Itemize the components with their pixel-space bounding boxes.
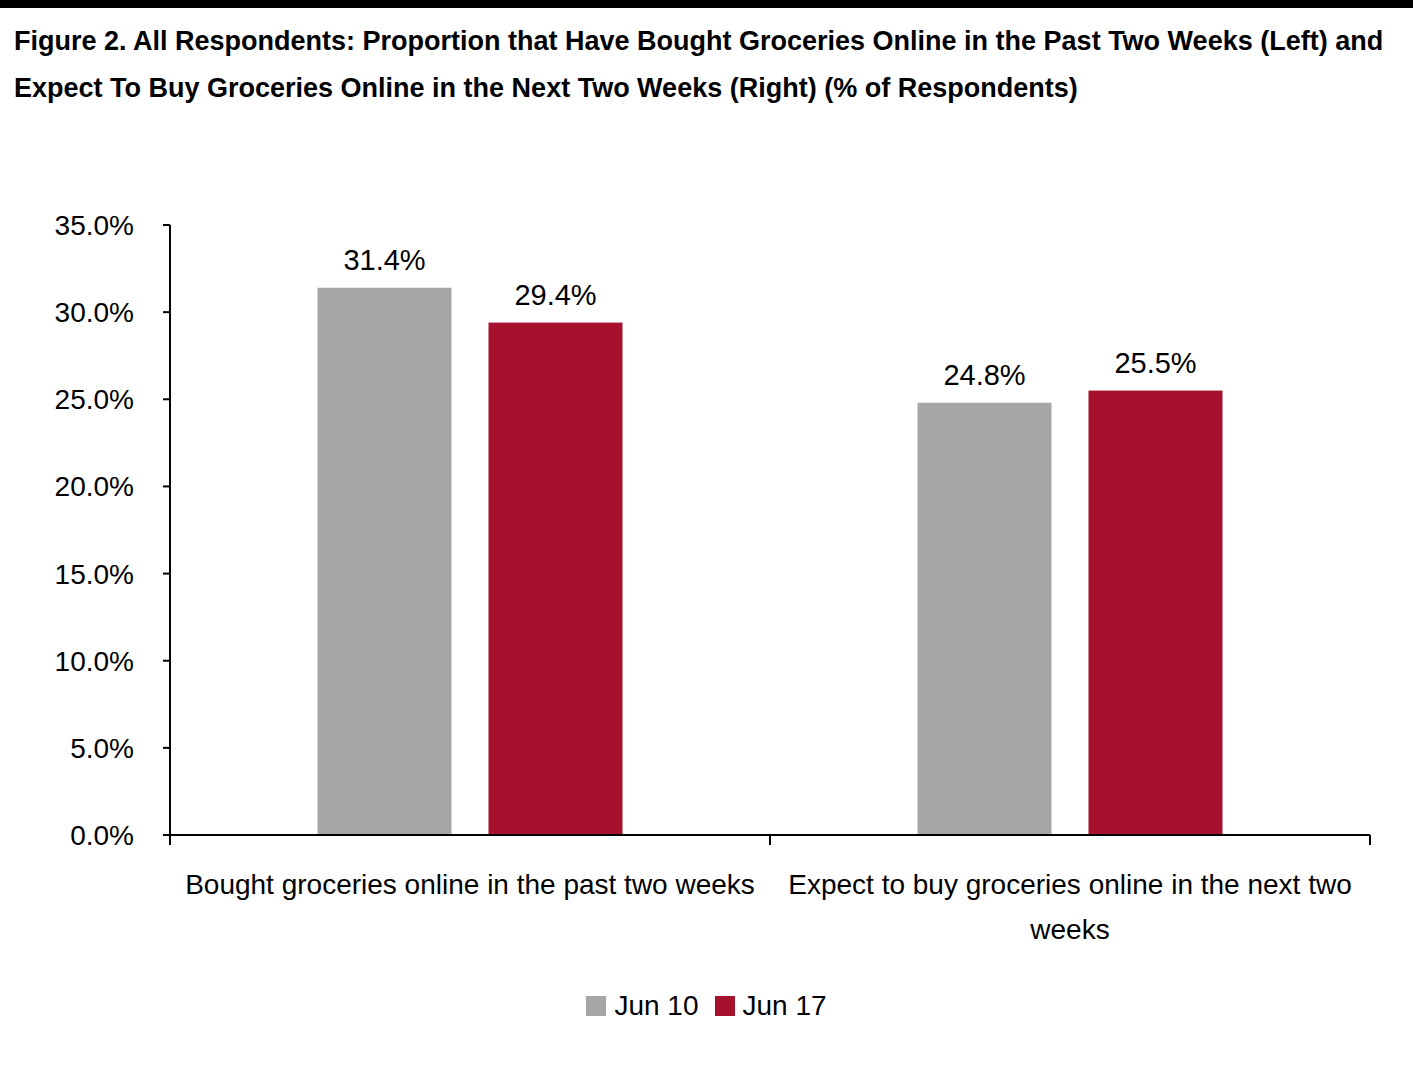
title: Figure 2. All Respondents: Proportion th…	[14, 18, 1406, 112]
y-tick-label: 30.0%	[55, 297, 134, 328]
bar	[918, 403, 1052, 835]
bar	[489, 323, 623, 835]
bar	[318, 288, 452, 835]
y-tick	[163, 311, 170, 313]
data-label: 25.5%	[1114, 347, 1196, 379]
data-label: 24.8%	[943, 359, 1025, 391]
y-tick	[163, 747, 170, 749]
y-tick-label: 0.0%	[70, 820, 134, 851]
bar	[1089, 391, 1223, 835]
data-label: 31.4%	[343, 244, 425, 276]
y-tick	[163, 485, 170, 487]
y-tick	[163, 398, 170, 400]
chart: 31.4% 24.8% 29.4% 25.5% 0.0% 5.0% 10.0% 15.0% 20…	[0, 0, 1413, 1066]
y-tick-label: 15.0%	[55, 559, 134, 590]
y-tick-label: 20.0%	[55, 471, 134, 502]
legend-swatch	[586, 996, 606, 1016]
y-tick	[163, 660, 170, 662]
y-tick	[163, 573, 170, 575]
y-tick	[163, 834, 170, 836]
x-tick-label: Expect to buy groceries online in the ne…	[770, 862, 1370, 952]
legend-item: Jun 10	[586, 990, 698, 1022]
data-label: 29.4%	[514, 279, 596, 311]
legend-label: Jun 17	[743, 990, 827, 1022]
x-tick	[769, 835, 771, 845]
legend-swatch	[715, 996, 735, 1016]
top-bar	[0, 0, 1413, 8]
y-tick-label: 25.0%	[55, 384, 134, 415]
x-tick	[169, 835, 171, 845]
y-axis	[169, 225, 171, 835]
y-tick-label: 10.0%	[55, 646, 134, 677]
bars	[318, 288, 1223, 835]
legend-label: Jun 10	[614, 990, 698, 1022]
y-tick-label: 5.0%	[70, 733, 134, 764]
legend: Jun 10 Jun 17	[0, 990, 1413, 1022]
x-tick	[1369, 835, 1371, 845]
y-tick-label: 35.0%	[55, 210, 134, 241]
x-tick-label: Bought groceries online in the past two …	[170, 862, 770, 907]
legend-item: Jun 17	[715, 990, 827, 1022]
y-tick	[163, 224, 170, 226]
